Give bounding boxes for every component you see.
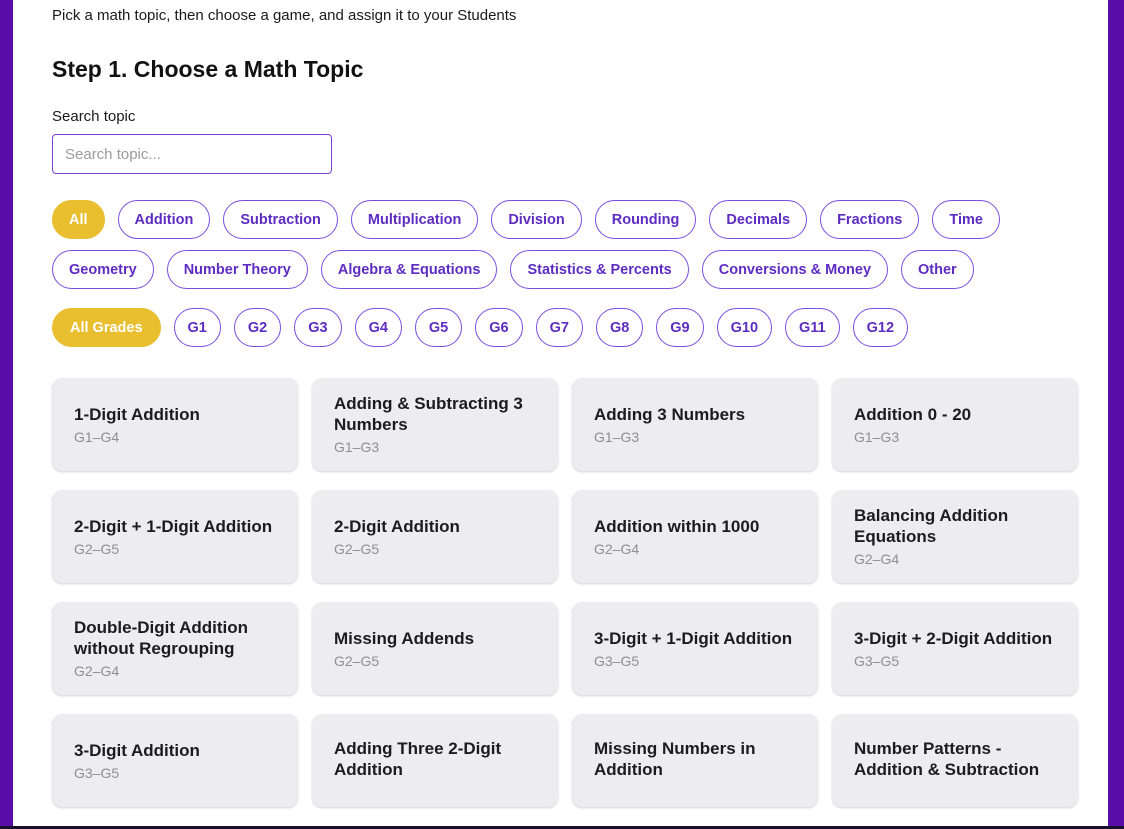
search-label: Search topic [52, 108, 136, 125]
left-border-stripe [0, 0, 13, 829]
topic-card-addition-0-20[interactable]: Addition 0 - 20 G1–G3 [832, 378, 1078, 471]
topic-card-grades: G3–G5 [74, 764, 120, 781]
page-subtitle: Pick a math topic, then choose a game, a… [52, 7, 517, 24]
topic-grid: 1-Digit Addition G1–G4 Adding & Subtractin… [52, 378, 1078, 807]
topic-filter-time[interactable]: Time [932, 200, 1000, 239]
topic-card-grades: G2–G5 [74, 540, 120, 557]
topic-filter-rounding[interactable]: Rounding [594, 200, 697, 239]
topic-filter-list: All Addition Subtraction Multiplication Divi… [52, 200, 1078, 289]
topic-card-balancing-addition-equations[interactable]: Balancing Addition Equations G2–G4 [832, 490, 1078, 583]
topic-card-title: 3-Digit Addition [74, 740, 200, 760]
main-content: Pick a math topic, then choose a game, a… [52, 0, 1078, 807]
topic-card-1-digit-addition[interactable]: 1-Digit Addition G1–G4 [52, 378, 298, 471]
topic-card-2-digit-addition[interactable]: 2-Digit Addition G2–G5 [312, 490, 558, 583]
topic-card-3-digit-2-digit-addition[interactable]: 3-Digit + 2-Digit Addition G3–G5 [832, 602, 1078, 695]
topic-filter-geometry[interactable]: Geometry [52, 250, 154, 289]
topic-card-title: 3-Digit + 2-Digit Addition [854, 628, 1053, 648]
topic-filter-algebra-equations[interactable]: Algebra & Equations [320, 250, 498, 289]
topic-card-title: 3-Digit + 1-Digit Addition [594, 628, 793, 648]
topic-card-missing-numbers-in-addition[interactable]: Missing Numbers in Addition [572, 714, 818, 807]
grade-filter-g4[interactable]: G4 [354, 308, 402, 347]
topic-card-title: Balancing Addition Equations [854, 506, 1009, 546]
topic-card-title: Addition within 1000 [594, 516, 760, 536]
topic-card-double-digit-addition-without-regrouping[interactable]: Double-Digit Addition without Regrouping… [52, 602, 298, 695]
topic-card-grades: G2–G5 [334, 652, 380, 669]
grade-filter-g10[interactable]: G10 [716, 308, 773, 347]
topic-card-title: Double-Digit Addition without Regrouping [74, 618, 249, 658]
right-border-stripe [1108, 0, 1124, 829]
topic-card-title: Missing Numbers in Addition [594, 738, 756, 779]
topic-card-number-patterns-addition-subtraction[interactable]: Number Patterns - Addition & Subtraction [832, 714, 1078, 807]
topic-card-title: Addition 0 - 20 [854, 404, 972, 424]
topic-filter-number-theory[interactable]: Number Theory [166, 250, 308, 289]
topic-card-adding-3-numbers[interactable]: Adding 3 Numbers G1–G3 [572, 378, 818, 471]
topic-card-adding-three-2-digit-addition[interactable]: Adding Three 2-Digit Addition [312, 714, 558, 807]
topic-filter-subtraction[interactable]: Subtraction [223, 200, 338, 239]
topic-card-adding-subtracting-3-numbers[interactable]: Adding & Subtracting 3 Numbers G1–G3 [312, 378, 558, 471]
grade-filter-g2[interactable]: G2 [233, 308, 282, 347]
topic-filter-fractions[interactable]: Fractions [820, 200, 920, 239]
topic-filter-multiplication[interactable]: Multiplication [350, 200, 479, 239]
grade-filter-g5[interactable]: G5 [414, 308, 463, 347]
topic-card-grades: G2–G5 [334, 540, 380, 557]
topic-filter-all[interactable]: All [52, 200, 105, 239]
topic-card-grades: G2–G4 [74, 663, 120, 679]
topic-card-title: Number Patterns - Addition & Subtraction [854, 738, 1040, 779]
topic-filter-statistics-percents[interactable]: Statistics & Percents [510, 250, 689, 289]
topic-filter-conversions-money[interactable]: Conversions & Money [701, 250, 889, 289]
search-input[interactable] [52, 134, 332, 174]
topic-card-title: Missing Addends [334, 628, 475, 648]
grade-filter-g9[interactable]: G9 [656, 308, 704, 347]
topic-filter-other[interactable]: Other [901, 250, 974, 289]
topic-filter-division[interactable]: Division [491, 200, 582, 239]
topic-card-addition-within-1000[interactable]: Addition within 1000 G2–G4 [572, 490, 818, 583]
topic-card-title: Adding 3 Numbers [594, 404, 746, 424]
topic-card-title: 1-Digit Addition [74, 404, 200, 424]
topic-card-grades: G1–G3 [594, 428, 640, 445]
topic-card-title: 2-Digit Addition [334, 516, 460, 536]
topic-card-title: Adding & Subtracting 3 Numbers [334, 394, 523, 434]
topic-card-grades: G1–G3 [334, 439, 380, 455]
topic-card-grades: G2–G4 [594, 540, 640, 557]
topic-card-grades: G2–G4 [854, 551, 900, 567]
topic-card-3-digit-1-digit-addition[interactable]: 3-Digit + 1-Digit Addition G3–G5 [572, 602, 818, 695]
page-title: Step 1. Choose a Math Topic [52, 56, 364, 82]
topic-card-missing-addends[interactable]: Missing Addends G2–G5 [312, 602, 558, 695]
topic-card-title: 2-Digit + 1-Digit Addition [74, 516, 273, 536]
grade-filter-g1[interactable]: G1 [173, 308, 221, 347]
topic-card-grades: G3–G5 [854, 652, 900, 669]
grade-filter-g3[interactable]: G3 [294, 308, 342, 347]
bottom-edge-bar [0, 826, 1124, 829]
grade-filter-g7[interactable]: G7 [535, 308, 583, 347]
topic-card-3-digit-addition[interactable]: 3-Digit Addition G3–G5 [52, 714, 298, 807]
topic-card-grades: G1–G4 [74, 428, 120, 445]
grade-filter-g11[interactable]: G11 [785, 308, 840, 347]
topic-card-title: Adding Three 2-Digit Addition [334, 738, 502, 779]
grade-filter-all-grades[interactable]: All Grades [52, 308, 161, 347]
topic-card-grades: G3–G5 [594, 652, 640, 669]
grade-filter-g12[interactable]: G12 [852, 308, 909, 347]
topic-card-2-digit-1-digit-addition[interactable]: 2-Digit + 1-Digit Addition G2–G5 [52, 490, 298, 583]
grade-filter-g8[interactable]: G8 [595, 308, 644, 347]
topic-filter-decimals[interactable]: Decimals [709, 200, 808, 239]
grade-filter-g6[interactable]: G6 [475, 308, 523, 347]
topic-filter-addition[interactable]: Addition [117, 200, 211, 239]
grade-filter-list: All Grades G1 G2 G3 G4 G5 G6 G7 G8 G9 G10 G11 G12 [52, 308, 1078, 347]
topic-card-grades: G1–G3 [854, 428, 900, 445]
